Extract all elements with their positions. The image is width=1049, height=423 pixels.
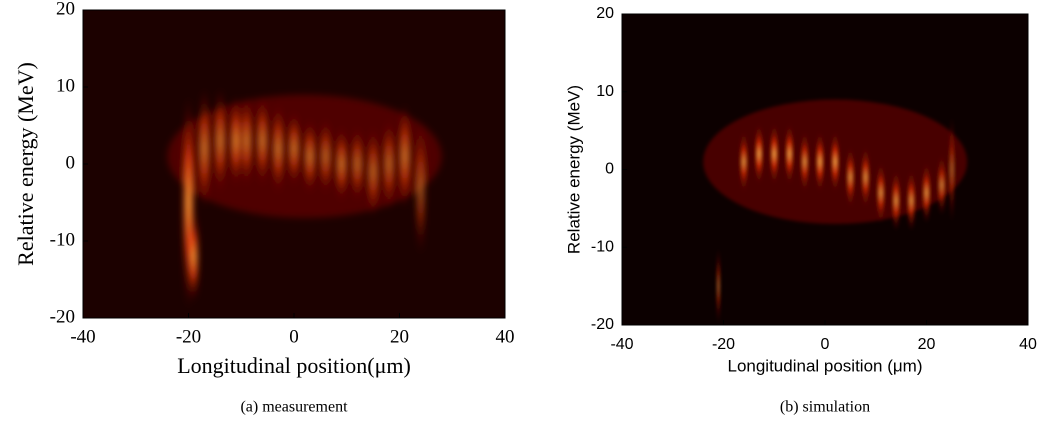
y-tick-label: 20 xyxy=(56,0,75,19)
heat-streak xyxy=(845,146,856,209)
heat-streak xyxy=(352,125,363,203)
y-axis-label: Relative energy (MeV) xyxy=(564,85,583,254)
x-tick-label: 0 xyxy=(289,326,299,347)
x-axis-label: Longitudinal position (μm) xyxy=(727,356,922,375)
x-tick-label: -20 xyxy=(176,326,201,347)
heat-streak xyxy=(230,94,242,188)
y-tick-label: -20 xyxy=(591,316,614,333)
x-tick-label: 0 xyxy=(821,336,830,353)
caption: (a) measurement xyxy=(240,399,348,416)
heatmap-image xyxy=(167,86,442,311)
y-tick-label: -20 xyxy=(50,306,75,327)
y-tick-label: -10 xyxy=(591,238,614,255)
x-tick-label: -20 xyxy=(712,336,735,353)
heatmap-image xyxy=(703,99,968,325)
heat-streak xyxy=(383,117,395,211)
caption: (b) simulation xyxy=(780,399,870,416)
heat-streak xyxy=(241,94,252,188)
x-tick-label: 20 xyxy=(918,336,936,353)
y-tick-label: 20 xyxy=(596,5,614,22)
y-tick-label: 0 xyxy=(605,161,614,178)
heat-streak xyxy=(738,130,749,193)
heat-streak xyxy=(716,247,720,325)
heat-streak xyxy=(769,122,780,186)
heat-streak xyxy=(784,122,795,186)
heat-streak xyxy=(288,110,300,188)
panel: -40 -20 0 20 40 -20 -10 0 10 20 Longitudinal posit… xyxy=(564,5,1037,415)
heat-streak xyxy=(936,153,947,217)
x-tick-label: -40 xyxy=(70,326,95,347)
heat-streak xyxy=(336,125,347,203)
heat-streak xyxy=(830,130,841,193)
x-tick-label: 40 xyxy=(496,326,515,347)
x-tick-label: 40 xyxy=(1019,336,1037,353)
heat-streak xyxy=(814,130,825,193)
heat-streak xyxy=(199,87,210,211)
x-tick-label: -40 xyxy=(610,336,633,353)
heat-streak xyxy=(272,102,284,195)
heat-streak xyxy=(188,210,200,303)
heat-streak xyxy=(799,130,810,193)
heat-streak xyxy=(753,122,765,186)
x-tick-label: 20 xyxy=(390,326,409,347)
heat-streak xyxy=(921,161,932,224)
heat-streak xyxy=(948,115,955,224)
heat-streak xyxy=(367,125,379,218)
y-tick-label: -10 xyxy=(50,229,75,250)
heat-streak xyxy=(890,169,902,232)
y-tick-label: 0 xyxy=(66,152,76,173)
heat-streak xyxy=(214,86,226,195)
heat-streak xyxy=(875,161,886,224)
y-tick-label: 10 xyxy=(596,83,614,100)
x-axis-label: Longitudinal position(μm) xyxy=(177,353,411,378)
heat-streak xyxy=(415,117,426,257)
heat-streak xyxy=(906,169,917,232)
heat-streak xyxy=(304,117,316,195)
y-tick-label: 10 xyxy=(56,75,75,96)
heat-streak xyxy=(257,94,268,188)
y-axis-label: Relative energy (MeV) xyxy=(13,62,38,266)
heat-streak xyxy=(320,117,331,195)
heat-streak xyxy=(860,146,871,209)
heat-streak xyxy=(399,102,411,211)
